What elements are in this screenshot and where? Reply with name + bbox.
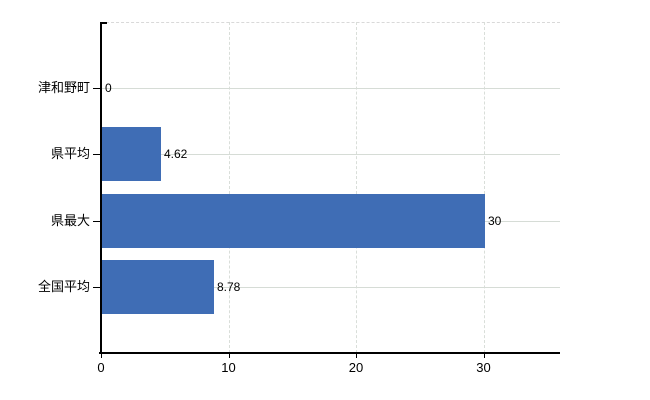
y-gridline xyxy=(101,287,560,288)
plot-top-border xyxy=(101,22,560,23)
x-axis-tick xyxy=(356,353,357,358)
value-label: 8.78 xyxy=(217,280,241,294)
y-axis-tick xyxy=(93,287,100,288)
value-label: 30 xyxy=(488,214,502,228)
x-axis-tick-label: 30 xyxy=(476,360,491,375)
value-label: 4.62 xyxy=(164,147,188,161)
x-gridline xyxy=(228,22,230,353)
x-axis-tick xyxy=(101,353,102,358)
category-label: 県平均 xyxy=(50,146,90,161)
x-gridline xyxy=(483,22,485,353)
x-axis-tick-label: 10 xyxy=(221,360,236,375)
y-gridline xyxy=(101,88,560,89)
bar xyxy=(102,127,161,181)
y-axis-tick xyxy=(93,221,100,222)
x-axis-tick xyxy=(228,353,230,358)
value-label: 0 xyxy=(105,81,112,95)
y-axis-line xyxy=(100,22,102,354)
bar xyxy=(102,194,485,248)
category-label: 津和野町 xyxy=(37,80,90,95)
x-axis-tick xyxy=(483,353,485,358)
y-axis-top-cap xyxy=(100,22,107,24)
x-axis-tick-label: 20 xyxy=(348,360,364,375)
x-axis-tick-label: 0 xyxy=(97,360,105,375)
x-axis-line xyxy=(99,352,560,354)
category-label: 全国平均 xyxy=(37,279,90,294)
bar xyxy=(102,260,214,314)
y-axis-tick xyxy=(93,88,100,89)
x-gridline xyxy=(356,22,357,353)
category-label: 県最大 xyxy=(50,213,90,228)
y-axis-tick xyxy=(93,154,100,155)
y-gridline xyxy=(101,154,560,155)
